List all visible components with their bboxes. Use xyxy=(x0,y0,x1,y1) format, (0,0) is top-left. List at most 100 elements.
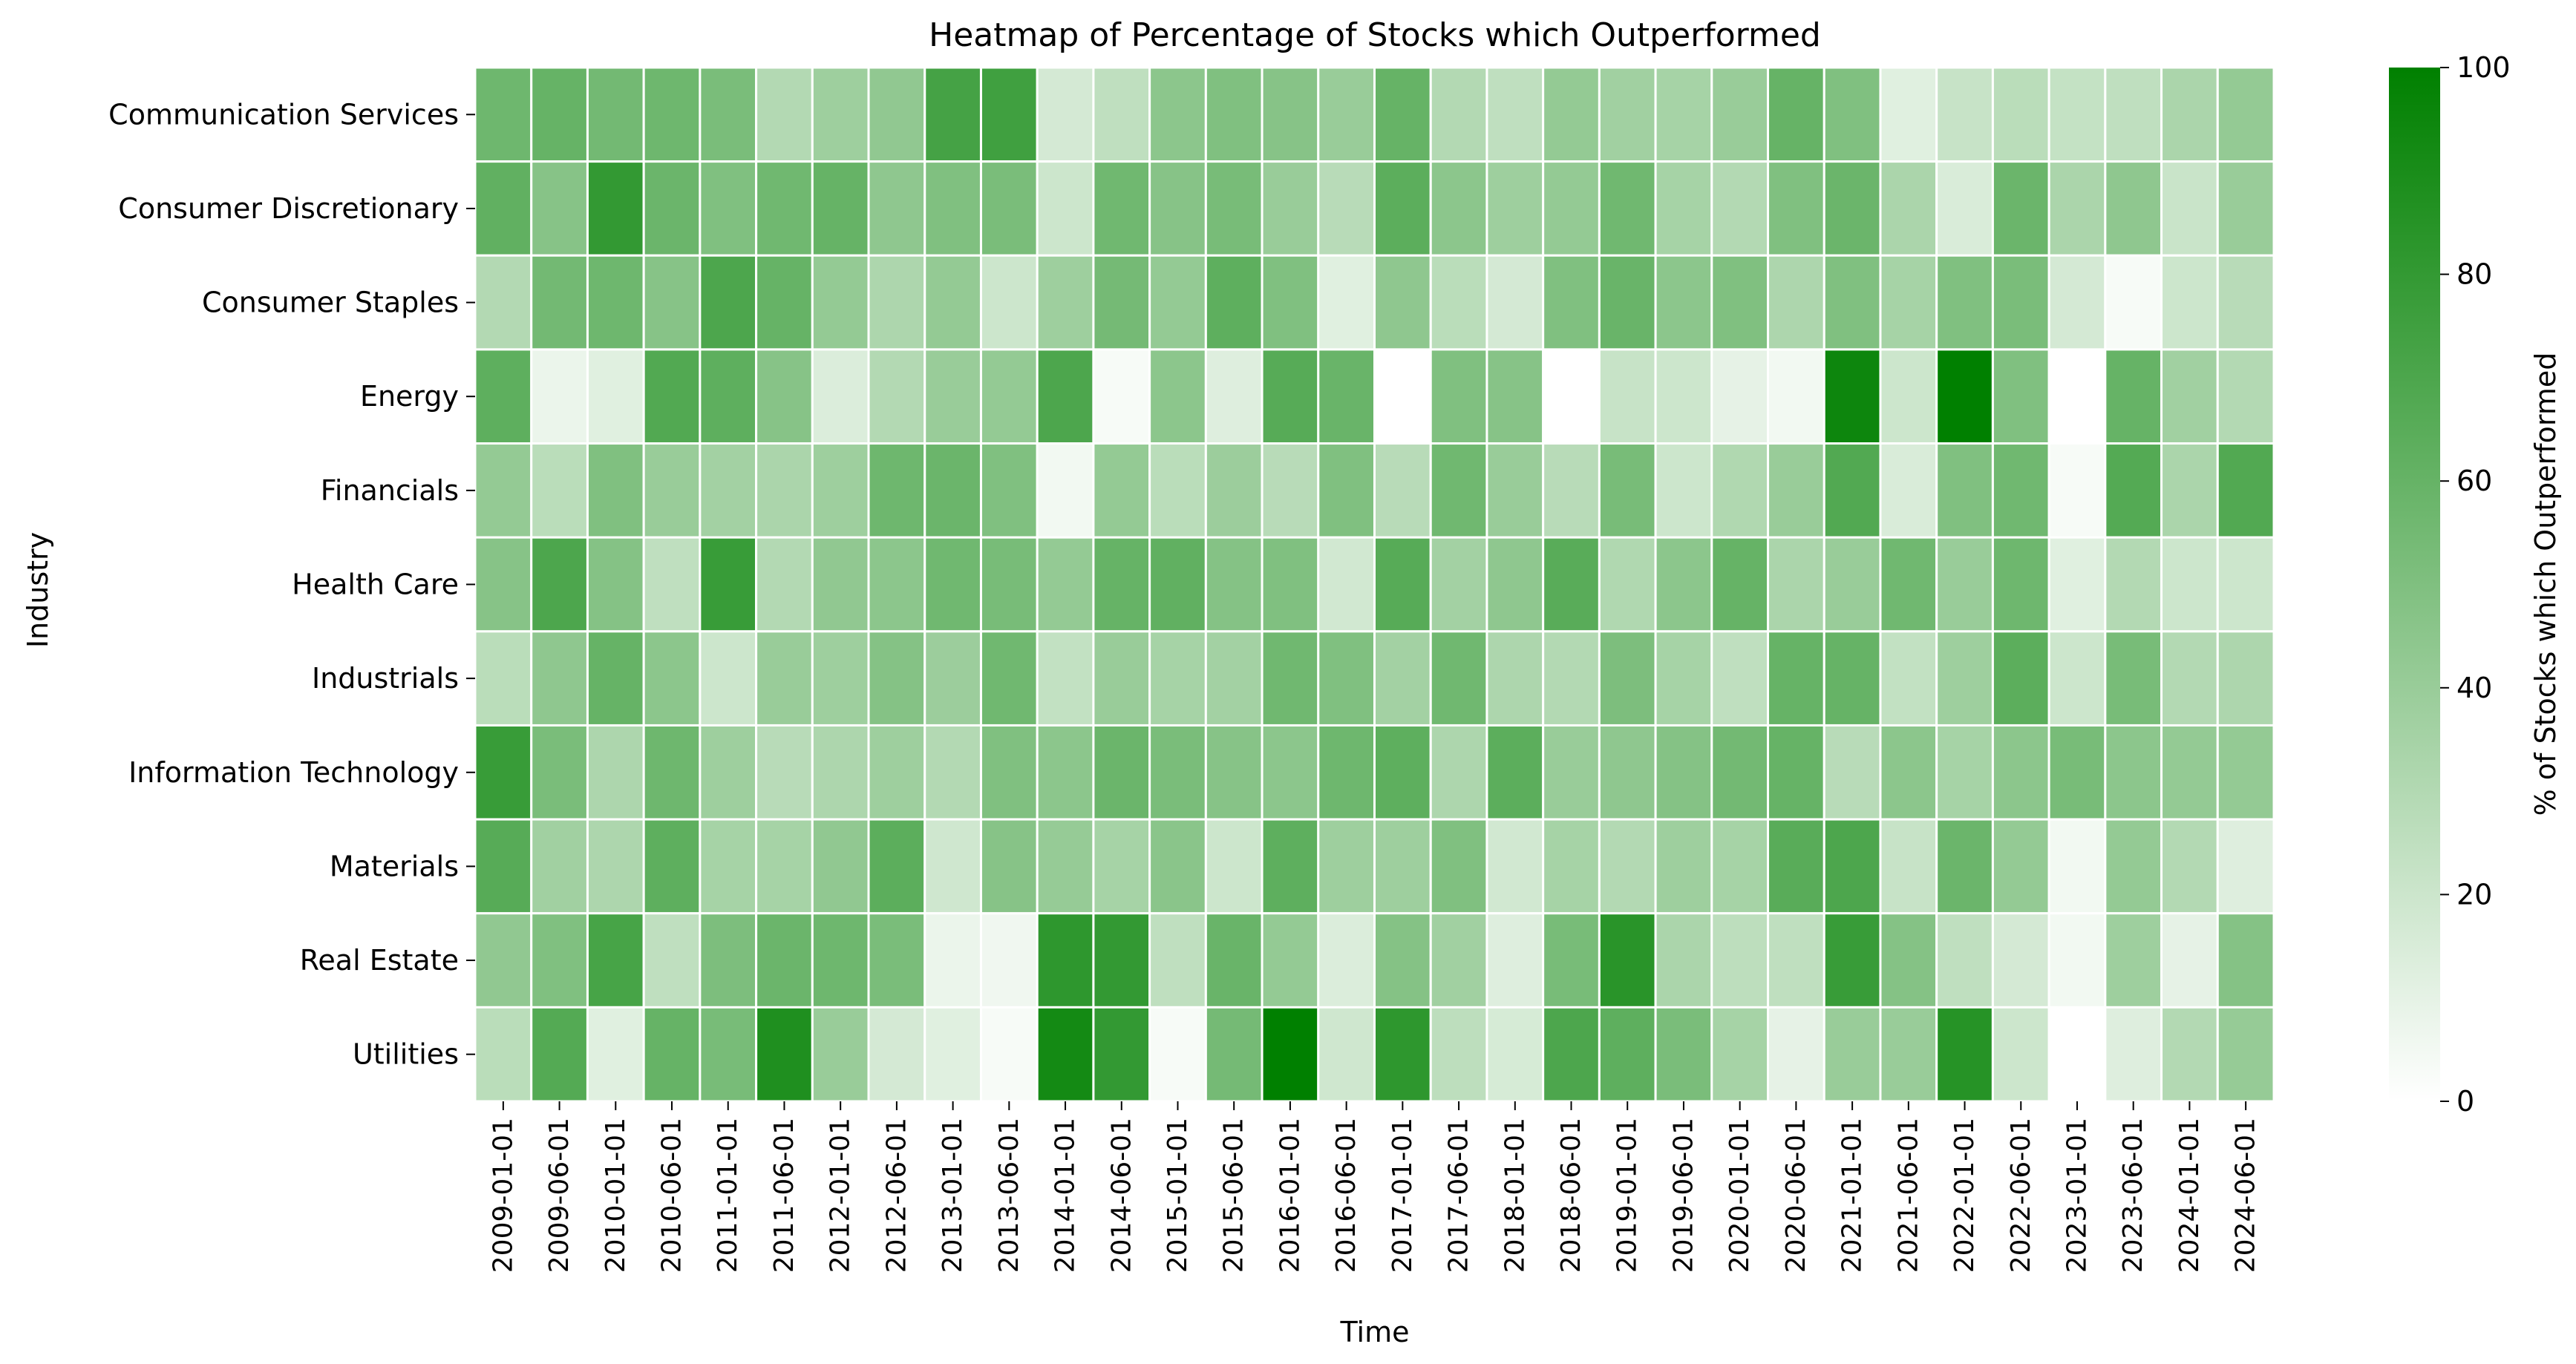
x-tick-labels: 2009-01-01 2009-06-01 2010-01-01 2010-06-01… xyxy=(488,1101,2261,1273)
heatmap-cell xyxy=(1991,1006,2050,1103)
heatmap-cell xyxy=(867,630,926,727)
heatmap-cell xyxy=(586,66,645,163)
heatmap-cell xyxy=(979,536,1039,633)
colorbar-tick-label: 60 xyxy=(2456,465,2492,497)
heatmap-cell xyxy=(1654,348,1713,445)
heatmap-cell xyxy=(1767,254,1825,351)
heatmap-cell xyxy=(1823,536,1882,633)
heatmap-cell xyxy=(1767,536,1825,633)
heatmap-cell xyxy=(474,66,533,163)
heatmap-cell xyxy=(2160,912,2219,1009)
heatmap-cell xyxy=(811,818,870,915)
heatmap-cell xyxy=(1317,1006,1376,1103)
heatmap-cell xyxy=(1654,724,1713,821)
heatmap-cell xyxy=(867,724,926,821)
heatmap-cell xyxy=(1542,442,1601,539)
heatmap-cell xyxy=(1204,912,1264,1009)
x-tick-label: 2023-06-01 xyxy=(2118,1118,2148,1273)
heatmap-cell xyxy=(755,912,814,1009)
heatmap-cell xyxy=(1036,160,1095,257)
heatmap-cell xyxy=(2047,1006,2107,1103)
heatmap-cell xyxy=(979,66,1039,163)
y-tick-label: Information Technology xyxy=(128,756,459,789)
heatmap-cell xyxy=(2216,160,2275,257)
heatmap-cell xyxy=(1204,818,1264,915)
heatmap-cell xyxy=(1317,66,1376,163)
heatmap-cell xyxy=(811,160,870,257)
heatmap-cell xyxy=(2216,818,2275,915)
heatmap-cell xyxy=(2160,536,2219,633)
heatmap-cell xyxy=(1654,818,1713,915)
heatmap-cell xyxy=(586,724,645,821)
heatmap-cell xyxy=(755,536,814,633)
heatmap-cell xyxy=(642,912,702,1009)
heatmap-cell xyxy=(2216,254,2275,351)
heatmap-cell xyxy=(755,818,814,915)
heatmap-cell xyxy=(867,818,926,915)
heatmap-cell xyxy=(1036,1006,1095,1103)
heatmap-cell xyxy=(1261,818,1320,915)
heatmap-cell xyxy=(979,254,1039,351)
y-tick-label: Energy xyxy=(360,380,459,413)
heatmap-cell xyxy=(642,66,702,163)
heatmap-cell xyxy=(1542,724,1601,821)
heatmap-cell xyxy=(2160,1006,2219,1103)
heatmap-cell xyxy=(1373,724,1432,821)
heatmap-cell xyxy=(811,724,870,821)
heatmap-cell xyxy=(2047,348,2107,445)
heatmap-cell xyxy=(1767,724,1825,821)
x-tick-label: 2020-01-01 xyxy=(1725,1118,1755,1273)
heatmap-cell xyxy=(699,348,758,445)
heatmap-cell xyxy=(755,254,814,351)
heatmap-cell xyxy=(979,912,1039,1009)
heatmap-cell xyxy=(1485,536,1545,633)
heatmap-cell xyxy=(2047,254,2107,351)
heatmap-cell xyxy=(1823,348,1882,445)
heatmap-cell xyxy=(586,536,645,633)
x-tick-label: 2018-01-01 xyxy=(1500,1118,1530,1273)
x-tick-label: 2020-06-01 xyxy=(1781,1118,1811,1273)
heatmap-cell xyxy=(2047,66,2107,163)
heatmap-cell xyxy=(1710,912,1770,1009)
heatmap-cell xyxy=(1429,630,1488,727)
heatmap-cell xyxy=(1542,66,1601,163)
heatmap-cell xyxy=(1654,66,1713,163)
heatmap-cell xyxy=(586,630,645,727)
y-tick-label: Health Care xyxy=(292,568,459,601)
heatmap-cell xyxy=(474,724,533,821)
heatmap-cell xyxy=(474,254,533,351)
heatmap-cell xyxy=(1429,254,1488,351)
y-tick-label: Financials xyxy=(321,474,459,507)
heatmap-cell xyxy=(2047,818,2107,915)
heatmap-cell xyxy=(1710,348,1770,445)
x-axis-label: Time xyxy=(1340,1316,1410,1348)
heatmap-cell xyxy=(1317,160,1376,257)
x-tick-label: 2012-01-01 xyxy=(826,1118,856,1273)
heatmap-cell xyxy=(699,1006,758,1103)
heatmap-cell xyxy=(2160,66,2219,163)
colorbar-tick-label: 20 xyxy=(2456,878,2492,911)
heatmap-cell xyxy=(2047,630,2107,727)
heatmap-cell xyxy=(1148,724,1207,821)
heatmap-cell xyxy=(1823,254,1882,351)
heatmap-cell xyxy=(1654,912,1713,1009)
heatmap-cell xyxy=(1598,254,1657,351)
heatmap-cell xyxy=(1092,348,1151,445)
heatmap-cell xyxy=(1823,818,1882,915)
heatmap-cell xyxy=(1261,348,1320,445)
heatmap-cell xyxy=(1148,66,1207,163)
heatmap-cell xyxy=(979,1006,1039,1103)
heatmap-cell xyxy=(642,348,702,445)
heatmap-cell xyxy=(923,66,982,163)
x-tick-label: 2010-01-01 xyxy=(601,1118,631,1273)
heatmap-cell xyxy=(1373,630,1432,727)
heatmap-cell xyxy=(1542,1006,1601,1103)
heatmap-cell xyxy=(474,442,533,539)
heatmap-cell xyxy=(979,724,1039,821)
heatmap-cell xyxy=(474,912,533,1009)
heatmap-cell xyxy=(1373,1006,1432,1103)
heatmap-cell xyxy=(1879,254,1938,351)
heatmap-cell xyxy=(1148,630,1207,727)
heatmap-cell xyxy=(2216,724,2275,821)
heatmap-cell xyxy=(923,912,982,1009)
